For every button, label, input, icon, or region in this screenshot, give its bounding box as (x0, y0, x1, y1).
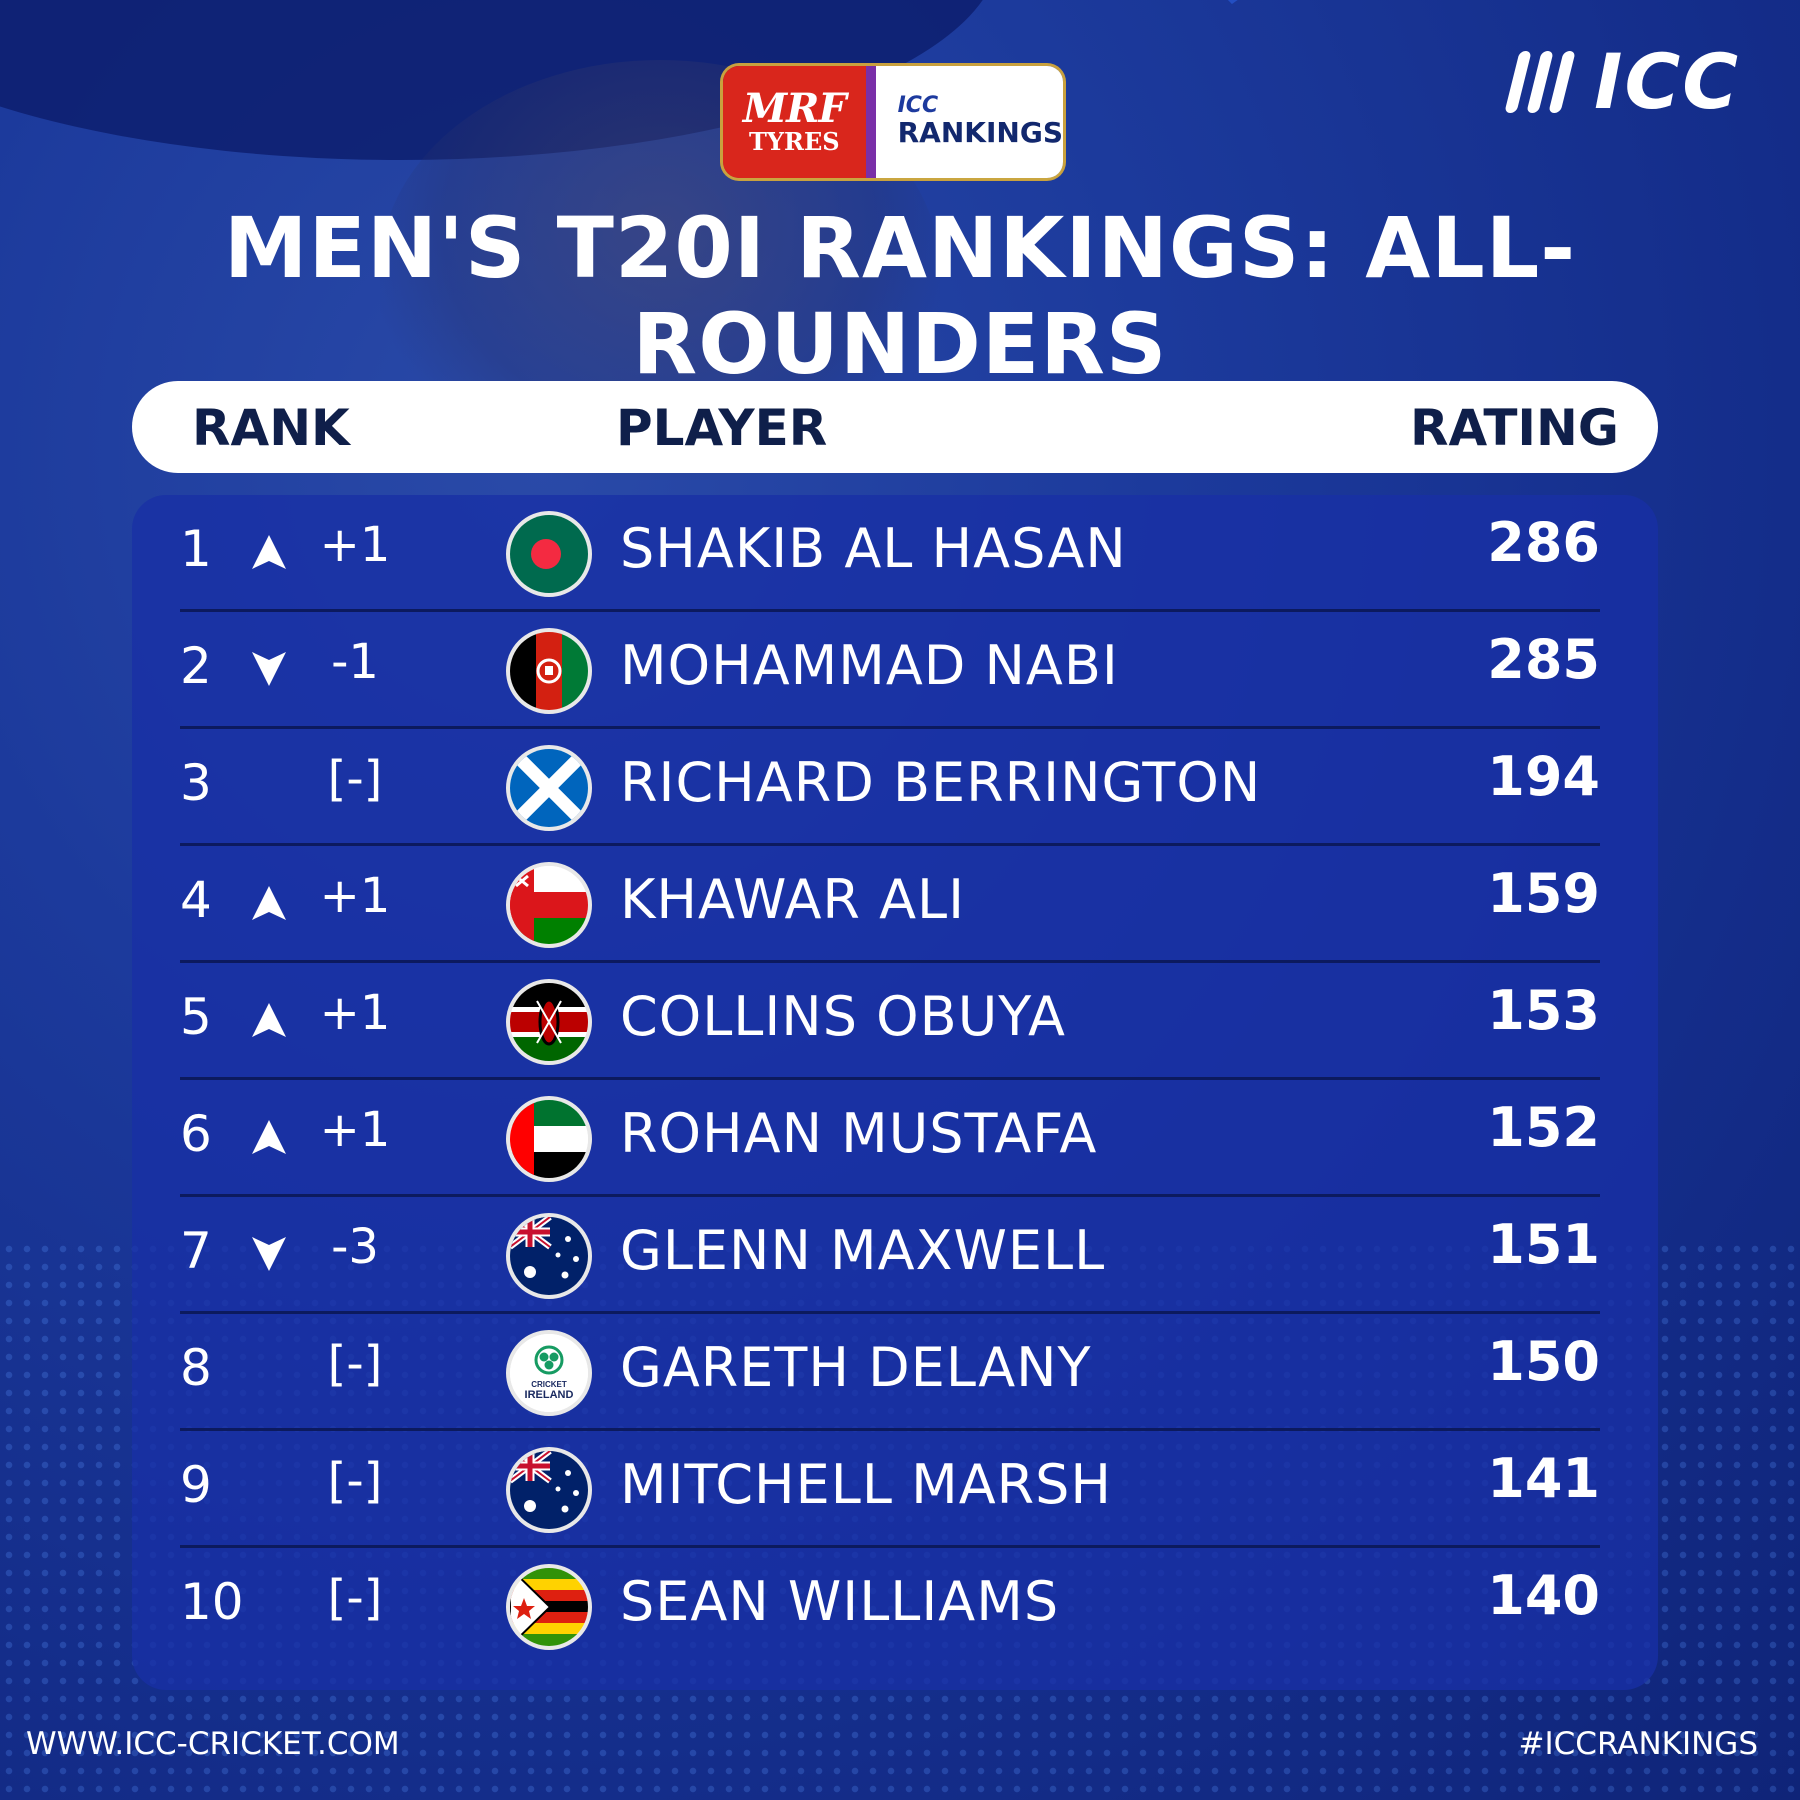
row-rank-change: -3 (331, 1219, 379, 1275)
row-rank-change: [-] (327, 1453, 383, 1509)
afghanistan-flag-icon (506, 628, 592, 714)
row-player-name: GLENN MAXWELL (620, 1219, 1106, 1282)
cricket-ireland-logo-icon: CRICKET IRELAND (506, 1330, 592, 1416)
scotland-flag-icon (506, 745, 592, 831)
row-divider (180, 960, 1600, 963)
table-row: 10 [-] SEAN WILLIAMS 140 (180, 1548, 1600, 1665)
row-rank: 7 (180, 1222, 212, 1280)
table-row: 8 [-] CRICKET IRELAND GARETH DELANY 150 (180, 1314, 1600, 1431)
row-rank: 8 (180, 1339, 212, 1397)
row-player-name: MITCHELL MARSH (620, 1453, 1113, 1516)
row-rank: 9 (180, 1456, 212, 1514)
row-rank-change: +1 (319, 517, 391, 573)
row-player-name: MOHAMMAD NABI (620, 634, 1119, 697)
rankings-table: 1 +1 SHAKIB AL HASAN 286 2 -1 MOHAMMAD NABI 285… (132, 495, 1658, 1690)
australia-flag-icon (506, 1213, 592, 1299)
row-divider (180, 1428, 1600, 1431)
rank-up-arrow-icon (252, 886, 286, 920)
table-row: 1 +1 SHAKIB AL HASAN 286 (180, 495, 1600, 612)
row-rank: 3 (180, 754, 212, 812)
row-rank: 4 (180, 871, 212, 929)
tyres-logo-text: TYRES (749, 127, 840, 156)
icc-logo-text: ICC (1594, 37, 1740, 126)
row-divider (180, 1194, 1600, 1197)
row-rank: 6 (180, 1105, 212, 1163)
table-row: 6 +1 ROHAN MUSTAFA 152 (180, 1080, 1600, 1197)
row-player-name: SEAN WILLIAMS (620, 1570, 1060, 1633)
row-player-name: GARETH DELANY (620, 1336, 1092, 1399)
row-divider (180, 609, 1600, 612)
rank-down-arrow-icon (252, 1237, 286, 1271)
table-row: 2 -1 MOHAMMAD NABI 285 (180, 612, 1600, 729)
hashtag: #ICCRANKINGS (1518, 1726, 1758, 1762)
row-divider (180, 1311, 1600, 1314)
row-player-name: ROHAN MUSTAFA (620, 1102, 1098, 1165)
row-rank: 5 (180, 988, 212, 1046)
table-row: 3 [-] RICHARD BERRINGTON 194 (180, 729, 1600, 846)
row-rating: 141 (1487, 1447, 1600, 1510)
page-title: MEN'S T20I RANKINGS: ALL-ROUNDERS (223, 199, 1577, 393)
icc-small-text: ICC (897, 93, 939, 118)
header-rating: RATING (1410, 399, 1619, 457)
row-divider (180, 1545, 1600, 1548)
rankings-text: RANKINGS (897, 116, 1063, 149)
cricket-ireland-line2: IRELAND (525, 1389, 574, 1401)
row-rank: 10 (180, 1573, 244, 1631)
row-rank-change: +1 (319, 868, 391, 924)
website-url: WWW.ICC-CRICKET.COM (26, 1726, 400, 1762)
row-rank-change: -1 (331, 634, 379, 690)
table-row: 9 [-] MITCHELL MARSH 141 (180, 1431, 1600, 1548)
mrf-logo-text: MRF (742, 85, 847, 132)
header-player: PLAYER (616, 399, 828, 457)
row-rank: 1 (180, 520, 212, 578)
row-player-name: SHAKIB AL HASAN (620, 517, 1127, 580)
row-rating: 285 (1487, 628, 1600, 691)
row-player-name: RICHARD BERRINGTON (620, 751, 1262, 814)
table-row: 4 +1 KHAWAR ALI 159 (180, 846, 1600, 963)
row-rating: 153 (1487, 979, 1600, 1042)
rank-up-arrow-icon (252, 1120, 286, 1154)
row-rating: 159 (1487, 862, 1600, 925)
icc-rankings-logo: ICC RANKINGS (865, 66, 1063, 178)
australia-flag-icon (506, 1447, 592, 1533)
icc-logo: ICC (1504, 44, 1740, 120)
bangladesh-flag-icon (506, 511, 592, 597)
row-rank: 2 (180, 637, 212, 695)
row-rating: 150 (1487, 1330, 1600, 1393)
row-rank-change: +1 (319, 1102, 391, 1158)
row-rank-change: +1 (319, 985, 391, 1041)
table-row: 5 +1 COLLINS OBUYA 153 (180, 963, 1600, 1080)
row-player-name: KHAWAR ALI (620, 868, 966, 931)
row-rating: 286 (1487, 511, 1600, 574)
row-divider (180, 1077, 1600, 1080)
mrf-icc-rankings-badge: MRF TYRES ICC RANKINGS (723, 66, 1063, 178)
header-rank: RANK (192, 399, 350, 457)
row-rank-change: [-] (327, 1570, 383, 1626)
row-divider (180, 843, 1600, 846)
row-rating: 152 (1487, 1096, 1600, 1159)
row-rank-change: [-] (327, 751, 383, 807)
rank-down-arrow-icon (252, 652, 286, 686)
oman-flag-icon (506, 862, 592, 948)
table-header: RANK PLAYER RATING (132, 381, 1658, 473)
row-rating: 194 (1487, 745, 1600, 808)
cricket-ireland-line1: CRICKET (531, 1380, 567, 1389)
kenya-flag-icon (506, 979, 592, 1065)
row-divider (180, 726, 1600, 729)
row-rating: 151 (1487, 1213, 1600, 1276)
row-rank-change: [-] (327, 1336, 383, 1392)
uae-flag-icon (506, 1096, 592, 1182)
table-row: 7 -3 GLENN MAXWELL 151 (180, 1197, 1600, 1314)
mrf-tyres-logo: MRF TYRES (723, 66, 866, 178)
row-rating: 140 (1487, 1564, 1600, 1627)
icc-stumps-icon (1504, 45, 1584, 119)
zimbabwe-flag-icon (506, 1564, 592, 1650)
rank-up-arrow-icon (252, 1003, 286, 1037)
rank-up-arrow-icon (252, 535, 286, 569)
row-player-name: COLLINS OBUYA (620, 985, 1066, 1048)
